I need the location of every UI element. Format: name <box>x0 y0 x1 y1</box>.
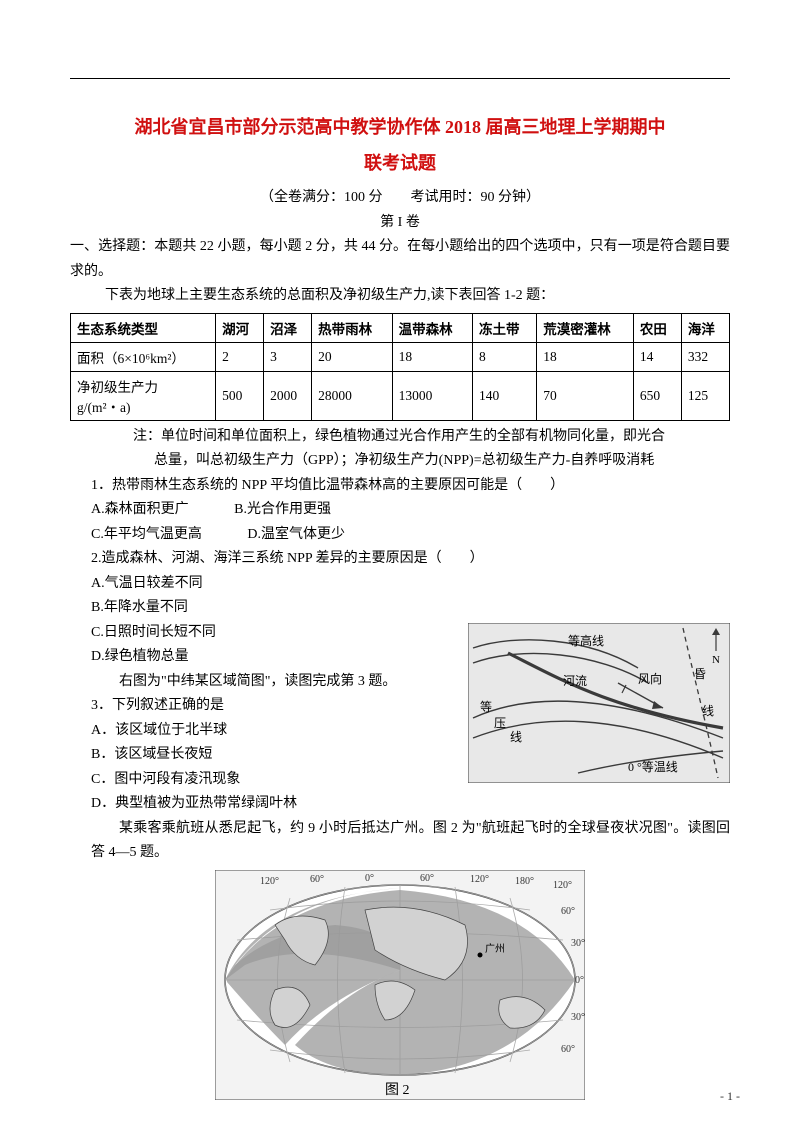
row1-7: 332 <box>681 342 729 371</box>
label-term-1: 昏 <box>694 667 706 681</box>
lat-4: 60° <box>561 1044 575 1055</box>
label-isobaric-1: 等 <box>480 700 492 714</box>
figure-region-map: 等高线 等 压 线 河流 风向 昏 线 0 °等温线 N <box>468 623 730 783</box>
label-north: N <box>712 654 720 666</box>
row2-0: 500 <box>216 371 264 420</box>
row1-6: 14 <box>633 342 681 371</box>
th-2: 沼泽 <box>264 313 312 342</box>
row2-4: 140 <box>473 371 537 420</box>
intro-instructions: 一、选择题：本题共 22 小题，每小题 2 分，共 44 分。在每小题给出的四个… <box>70 235 730 284</box>
lon-2: 0° <box>365 873 374 884</box>
row2-label: 净初级生产力 g/(m²・a) <box>71 371 216 420</box>
q2-A: A.气温日较差不同 <box>91 572 730 597</box>
q2-B: B.年降水量不同 <box>91 596 730 621</box>
region-map-svg: 等高线 等 压 线 河流 风向 昏 线 0 °等温线 N <box>468 623 730 783</box>
label-contour: 等高线 <box>568 633 604 648</box>
title-line2: 联考试题 <box>70 145 730 181</box>
table-row-area: 面积（6×10⁶km²） 2 3 20 18 8 18 14 332 <box>71 342 730 371</box>
lon-5: 180° <box>515 876 534 887</box>
row1-3: 18 <box>392 342 472 371</box>
th-8: 海洋 <box>681 313 729 342</box>
section-label: 第 I 卷 <box>70 210 730 235</box>
world-daynight-svg: 广州 120° 60° 0° 60° 120° 180° 120° 60° 30… <box>215 870 585 1100</box>
th-7: 农田 <box>633 313 681 342</box>
lat-2: 0° <box>575 975 584 986</box>
label-wind: 风向 <box>638 671 662 686</box>
figure2-caption: 图 2 <box>385 1083 410 1098</box>
row2-label-b: g/(m²・a) <box>77 400 131 415</box>
row2-3: 13000 <box>392 371 472 420</box>
label-city: 广州 <box>485 943 505 955</box>
table-header-row: 生态系统类型 湖河 沼泽 热带雨林 温带森林 冻土带 荒漠密灌林 农田 海洋 <box>71 313 730 342</box>
q1-A: A.森林面积更广 <box>91 498 189 523</box>
q2-stem: 2.造成森林、河湖、海洋三系统 NPP 差异的主要原因是（ ） <box>91 547 730 572</box>
label-isobaric-3: 线 <box>510 730 522 744</box>
top-rule <box>70 78 730 79</box>
note-line2: 总量，叫总初级生产力（GPP）；净初级生产力(NPP)=总初级生产力-自养呼吸消… <box>70 449 730 474</box>
row2-6: 650 <box>633 371 681 420</box>
th-5: 冻土带 <box>473 313 537 342</box>
figure-world-wrap: 广州 120° 60° 0° 60° 120° 180° 120° 60° 30… <box>70 870 730 1105</box>
row1-2: 20 <box>312 342 392 371</box>
label-isobaric-2: 压 <box>494 716 506 730</box>
q1-B: B.光合作用更强 <box>234 498 331 523</box>
table-intro: 下表为地球上主要生态系统的总面积及净初级生产力,读下表回答 1-2 题： <box>70 284 730 309</box>
lat-0: 60° <box>561 906 575 917</box>
row1-4: 8 <box>473 342 537 371</box>
row2-7: 125 <box>681 371 729 420</box>
q3-D: D．典型植被为亚热带常绿阔叶林 <box>91 792 730 817</box>
exam-page: 湖北省宜昌市部分示范高中教学协作体 2018 届高三地理上学期期中 联考试题 （… <box>0 0 800 1145</box>
row1-0: 2 <box>216 342 264 371</box>
exam-meta: （全卷满分：100 分 考试用时：90 分钟） <box>70 185 730 210</box>
title-line1: 湖北省宜昌市部分示范高中教学协作体 2018 届高三地理上学期期中 <box>70 109 730 145</box>
lat-3: 30° <box>571 1012 585 1023</box>
row1-label: 面积（6×10⁶km²） <box>71 342 216 371</box>
page-number: - 1 - <box>720 1089 740 1104</box>
q1-options-line2: C.年平均气温更高 D.温室气体更少 <box>91 523 730 548</box>
ecosystem-table: 生态系统类型 湖河 沼泽 热带雨林 温带森林 冻土带 荒漠密灌林 农田 海洋 面… <box>70 313 730 421</box>
label-term-2: 线 <box>702 704 714 718</box>
lon-3: 60° <box>420 873 434 884</box>
lon-4: 120° <box>470 874 489 885</box>
label-zero-iso: 0 °等温线 <box>628 760 678 774</box>
q1-options-line1: A.森林面积更广 B.光合作用更强 <box>91 498 730 523</box>
q1-stem: 1．热带雨林生态系统的 NPP 平均值比温带森林高的主要原因可能是（ ） <box>91 474 730 499</box>
q1-D: D.温室气体更少 <box>247 523 345 548</box>
row2-label-a: 净初级生产力 <box>77 380 158 395</box>
lon-6: 120° <box>553 880 572 891</box>
row1-1: 3 <box>264 342 312 371</box>
th-1: 湖河 <box>216 313 264 342</box>
row2-2: 28000 <box>312 371 392 420</box>
th-6: 荒漠密灌林 <box>537 313 634 342</box>
q1-C: C.年平均气温更高 <box>91 523 202 548</box>
lat-1: 30° <box>571 938 585 949</box>
note-line1: 注：单位时间和单位面积上，绿色植物通过光合作用产生的全部有机物同化量，即光合 <box>70 425 730 450</box>
lon-1: 60° <box>310 874 324 885</box>
th-4: 温带森林 <box>392 313 472 342</box>
th-0: 生态系统类型 <box>71 313 216 342</box>
q4-intro: 某乘客乘航班从悉尼起飞，约 9 小时后抵达广州。图 2 为"航班起飞时的全球昼夜… <box>91 817 730 866</box>
row2-1: 2000 <box>264 371 312 420</box>
row1-5: 18 <box>537 342 634 371</box>
row2-5: 70 <box>537 371 634 420</box>
th-3: 热带雨林 <box>312 313 392 342</box>
table-row-npp: 净初级生产力 g/(m²・a) 500 2000 28000 13000 140… <box>71 371 730 420</box>
label-river: 河流 <box>563 674 587 688</box>
lon-0: 120° <box>260 876 279 887</box>
